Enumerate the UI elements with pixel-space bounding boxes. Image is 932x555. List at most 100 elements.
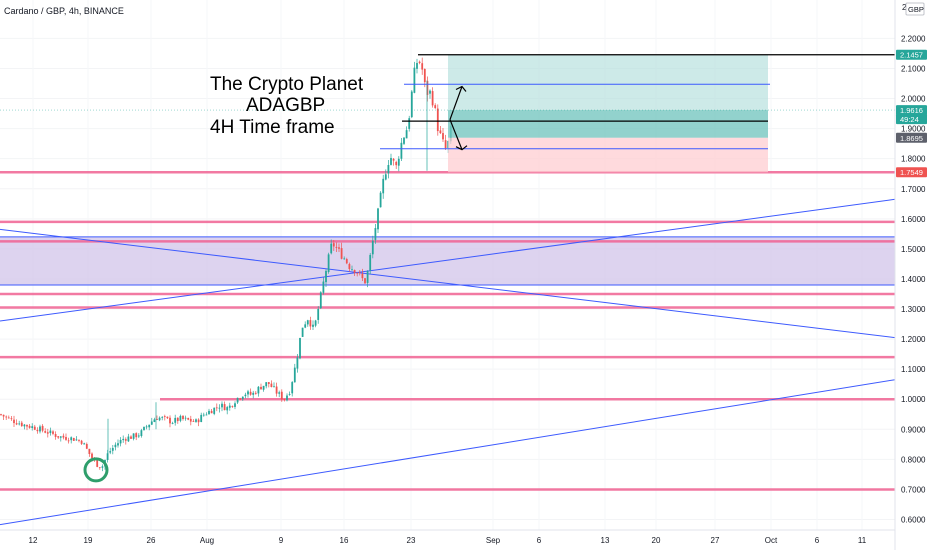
candle-body bbox=[114, 444, 117, 448]
candle-body bbox=[234, 403, 236, 407]
candle-body bbox=[319, 292, 322, 309]
candle bbox=[135, 432, 138, 441]
candle bbox=[408, 115, 411, 132]
candle-body bbox=[26, 424, 28, 427]
candle bbox=[226, 405, 229, 415]
candle-body bbox=[161, 416, 164, 418]
candle bbox=[416, 58, 418, 74]
candle bbox=[379, 191, 382, 208]
candle bbox=[31, 423, 34, 431]
candle-body bbox=[273, 386, 275, 388]
long-position-open-pnl bbox=[448, 110, 768, 138]
candle-body bbox=[348, 264, 351, 269]
candle bbox=[353, 269, 356, 276]
price-label: 1.9616 bbox=[896, 105, 927, 116]
candle bbox=[215, 403, 218, 412]
candle bbox=[169, 415, 171, 428]
candle-body bbox=[317, 308, 320, 320]
candle-body bbox=[280, 391, 283, 400]
candle bbox=[5, 415, 8, 420]
candle bbox=[182, 415, 184, 421]
candle-body bbox=[364, 278, 366, 284]
candle bbox=[70, 436, 73, 444]
candle bbox=[33, 424, 36, 431]
candle-body bbox=[10, 418, 13, 420]
candle-body bbox=[244, 394, 247, 397]
candle bbox=[371, 235, 374, 259]
price-label: 2.1457 bbox=[896, 49, 927, 60]
x-tick-label: 9 bbox=[279, 536, 284, 545]
candle bbox=[267, 382, 270, 388]
candle-body bbox=[20, 422, 23, 427]
candle-body bbox=[28, 425, 31, 428]
candle-body bbox=[330, 243, 333, 254]
annotation-line-1: The Crypto Planet bbox=[210, 74, 364, 95]
candle bbox=[392, 158, 395, 166]
candle bbox=[309, 316, 312, 330]
candle bbox=[249, 388, 252, 396]
candle-body bbox=[361, 273, 364, 279]
candle bbox=[340, 242, 343, 260]
candle bbox=[312, 320, 314, 331]
candle-body bbox=[231, 406, 234, 407]
candle-body bbox=[163, 416, 166, 417]
candle bbox=[7, 415, 10, 419]
price-label-bg bbox=[896, 105, 927, 116]
candle bbox=[270, 380, 273, 388]
price-label: 49:24 bbox=[896, 114, 927, 125]
candle bbox=[322, 277, 325, 295]
candle-body bbox=[200, 414, 203, 423]
candle-body bbox=[67, 440, 70, 442]
candle bbox=[10, 416, 13, 421]
candle-body bbox=[413, 67, 416, 93]
candle-body bbox=[343, 258, 346, 260]
candle-body bbox=[72, 438, 75, 441]
x-tick-label: 20 bbox=[652, 536, 661, 545]
candle-body bbox=[247, 391, 249, 395]
candle bbox=[2, 414, 5, 421]
overlay-layer bbox=[0, 54, 895, 483]
candle bbox=[405, 126, 408, 139]
candle-body bbox=[31, 426, 34, 429]
candle-body bbox=[36, 429, 39, 432]
candle bbox=[444, 134, 447, 150]
candle-body bbox=[96, 459, 99, 467]
candle bbox=[429, 89, 431, 99]
candle-body bbox=[18, 423, 21, 425]
x-tick-label: Sep bbox=[486, 536, 501, 545]
candle bbox=[384, 169, 387, 181]
x-tick-label: Aug bbox=[200, 536, 214, 545]
candle bbox=[369, 252, 372, 274]
candle-body bbox=[262, 385, 265, 390]
candle-body bbox=[80, 440, 83, 444]
candle bbox=[377, 207, 379, 233]
y-tick-label: 1.1000 bbox=[901, 365, 926, 374]
price-axis[interactable]: 2.2000 2.1000 2.0000 1.9000 1.8000 1.7000 1.60… bbox=[894, 0, 927, 550]
candle bbox=[436, 104, 439, 136]
candle-body bbox=[52, 431, 54, 434]
x-tick-label: 6 bbox=[815, 536, 820, 545]
candle bbox=[117, 439, 119, 448]
candle-body bbox=[174, 417, 177, 423]
candle bbox=[101, 464, 104, 472]
candle-body bbox=[117, 443, 119, 446]
projection-arrowhead-down bbox=[455, 145, 468, 151]
candle bbox=[317, 306, 320, 324]
candle bbox=[202, 412, 205, 417]
candle-body bbox=[374, 228, 377, 240]
candle bbox=[374, 223, 377, 244]
candle bbox=[364, 277, 366, 284]
candle bbox=[158, 416, 161, 422]
candle bbox=[137, 433, 140, 439]
candle-body bbox=[106, 453, 109, 460]
candle bbox=[397, 156, 400, 172]
x-tick-label: 12 bbox=[29, 536, 38, 545]
candle bbox=[335, 242, 338, 252]
candle-body bbox=[192, 420, 195, 422]
candle bbox=[434, 103, 437, 110]
time-axis[interactable]: 12 19 26 Aug 9 16 23 Sep 6 13 20 27 Oct 6 11 bbox=[0, 529, 895, 545]
candle-body bbox=[202, 414, 205, 416]
candle bbox=[332, 240, 335, 251]
candle-body bbox=[236, 397, 239, 403]
